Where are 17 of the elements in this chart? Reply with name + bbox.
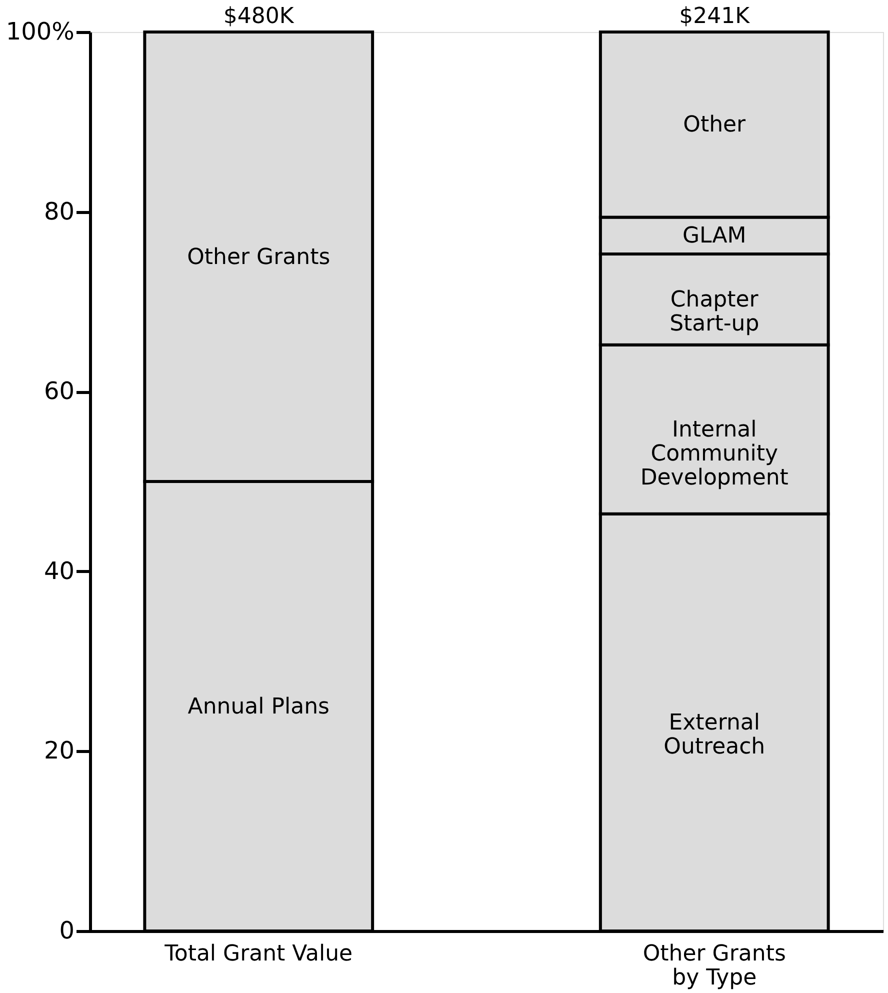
y-tick-label: 0	[59, 916, 74, 944]
series-label: GLAM	[682, 224, 746, 249]
series-label: Other Grants	[187, 244, 330, 270]
series-label: External Outreach	[664, 710, 766, 760]
y-tick-label: 40	[44, 556, 74, 585]
y-tick-label: 20	[44, 736, 74, 765]
series-label: Other	[683, 112, 747, 138]
series-label: Chapter Start-up	[670, 287, 760, 336]
y-tick-label: 60	[44, 377, 74, 406]
annotation: $480K	[223, 4, 294, 29]
annotation: $241K	[679, 4, 750, 29]
series-label: Annual Plans	[188, 694, 330, 720]
y-tick-label: 80	[44, 197, 74, 226]
x-tick-label: Other Grants by Type	[642, 942, 786, 990]
x-tick-label: Total Grant Value	[164, 942, 353, 966]
y-tick-label: 100%	[6, 18, 74, 46]
series-label: Internal Community Development	[640, 417, 789, 490]
